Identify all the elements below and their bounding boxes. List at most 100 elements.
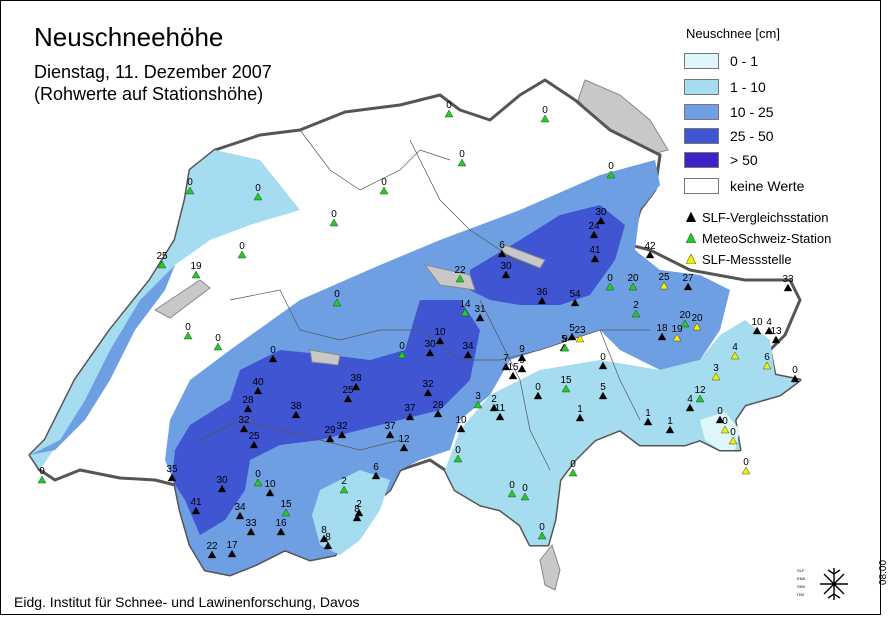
station-value: 0 bbox=[187, 177, 193, 188]
station-marker bbox=[455, 274, 465, 283]
station-marker bbox=[246, 527, 256, 536]
station-marker bbox=[473, 400, 483, 409]
zone-10-25-west bbox=[30, 265, 175, 455]
station-marker bbox=[425, 348, 435, 357]
station-value: 0 bbox=[381, 177, 387, 188]
station-value: 0 bbox=[570, 459, 576, 470]
station-value: 0 bbox=[607, 273, 613, 284]
station-value: 20 bbox=[679, 310, 691, 321]
station-marker bbox=[456, 424, 466, 433]
station-marker bbox=[343, 394, 353, 403]
station-value: 32 bbox=[238, 415, 250, 426]
station-marker bbox=[561, 384, 571, 393]
legend-label: 25 - 50 bbox=[730, 128, 774, 144]
station-marker bbox=[435, 336, 445, 345]
station-marker bbox=[253, 386, 263, 395]
station-value: 0 bbox=[730, 427, 736, 438]
station-marker bbox=[517, 364, 527, 373]
station-value: 30 bbox=[595, 207, 607, 218]
legend-label: 1 - 10 bbox=[730, 79, 766, 95]
station-value: 17 bbox=[226, 540, 238, 551]
station-value: 5 bbox=[569, 323, 575, 334]
station-marker bbox=[227, 549, 237, 558]
station-marker bbox=[762, 361, 772, 370]
station-value: 0 bbox=[39, 466, 45, 477]
zone-25-50-west bbox=[172, 300, 480, 535]
zone-0-1-engadin bbox=[700, 412, 740, 450]
station-marker bbox=[764, 326, 774, 335]
station-value: 8 bbox=[325, 532, 331, 543]
footer-institution: Eidg. Institut für Schnee- und Lawinenfo… bbox=[14, 594, 360, 610]
station-value: 34 bbox=[462, 341, 474, 352]
station-value: 0 bbox=[185, 322, 191, 333]
legend-label: > 50 bbox=[730, 152, 758, 168]
station-value: 0 bbox=[522, 483, 528, 494]
station-marker bbox=[329, 218, 339, 227]
station-marker bbox=[385, 430, 395, 439]
station-value: 35 bbox=[166, 464, 178, 475]
station-marker bbox=[249, 440, 259, 449]
station-marker bbox=[657, 332, 667, 341]
station-value: 10 bbox=[751, 317, 763, 328]
slf-snowflake-logo-icon: SLF ENA SNV ITM bbox=[797, 568, 848, 600]
station-marker bbox=[589, 230, 599, 239]
station-value: 12 bbox=[398, 434, 410, 445]
lake-thun bbox=[309, 349, 341, 366]
station-marker bbox=[191, 270, 201, 279]
station-value: 0 bbox=[509, 480, 515, 491]
map-date: Dienstag, 11. Dezember 2007 bbox=[34, 62, 272, 82]
station-marker bbox=[568, 468, 578, 477]
station-value: 1 bbox=[667, 416, 673, 427]
legend-swatch bbox=[684, 128, 719, 144]
lake-lucerne bbox=[423, 264, 476, 291]
station-marker bbox=[643, 417, 653, 426]
station-value: 20 bbox=[627, 273, 639, 284]
station-marker bbox=[337, 430, 347, 439]
station-value: 25 bbox=[658, 272, 670, 283]
station-value: 16 bbox=[275, 518, 287, 529]
station-marker bbox=[265, 488, 275, 497]
station-value: 1 bbox=[645, 408, 651, 419]
map-subtitle: (Rohwerte auf Stationshöhe) bbox=[34, 84, 264, 104]
station-marker bbox=[728, 436, 738, 445]
station-value: 30 bbox=[216, 475, 228, 486]
station-marker bbox=[489, 403, 499, 412]
station-value: 23 bbox=[574, 325, 586, 336]
station-marker bbox=[351, 382, 361, 391]
station-marker bbox=[354, 508, 364, 517]
station-value: 0 bbox=[399, 341, 405, 352]
station-marker bbox=[680, 319, 690, 328]
station-value: 19 bbox=[190, 261, 202, 272]
station-value: 5 bbox=[600, 382, 606, 393]
station-value: 0 bbox=[539, 522, 545, 533]
station-value: 0 bbox=[255, 183, 261, 194]
station-value: 7 bbox=[503, 353, 509, 364]
station-value: 0 bbox=[459, 149, 465, 160]
lake-neuchatel bbox=[154, 279, 211, 319]
station-value: 0 bbox=[792, 365, 798, 376]
legend-swatch bbox=[684, 104, 719, 120]
station-value: 41 bbox=[190, 497, 202, 508]
station-value: 29 bbox=[324, 425, 336, 436]
station-value: 0 bbox=[743, 457, 749, 468]
station-value: 36 bbox=[536, 287, 548, 298]
station-value: 38 bbox=[290, 401, 302, 412]
legend-swatch bbox=[684, 178, 719, 194]
station-marker bbox=[332, 298, 342, 307]
legend-label: 10 - 25 bbox=[730, 104, 774, 120]
station-value: 5 bbox=[561, 334, 567, 345]
station-marker bbox=[457, 158, 467, 167]
station-value: 0 bbox=[542, 105, 548, 116]
station-marker bbox=[605, 282, 615, 291]
station-marker bbox=[790, 374, 800, 383]
legend-swatch bbox=[684, 152, 719, 168]
station-value: 6 bbox=[499, 240, 505, 251]
station-marker bbox=[207, 550, 217, 559]
station-marker bbox=[508, 371, 518, 380]
station-marker bbox=[405, 412, 415, 421]
station-marker bbox=[497, 249, 507, 258]
station-marker bbox=[575, 413, 585, 422]
station-value: 38 bbox=[350, 373, 362, 384]
legend-title: Neuschnee [cm] bbox=[686, 26, 780, 41]
